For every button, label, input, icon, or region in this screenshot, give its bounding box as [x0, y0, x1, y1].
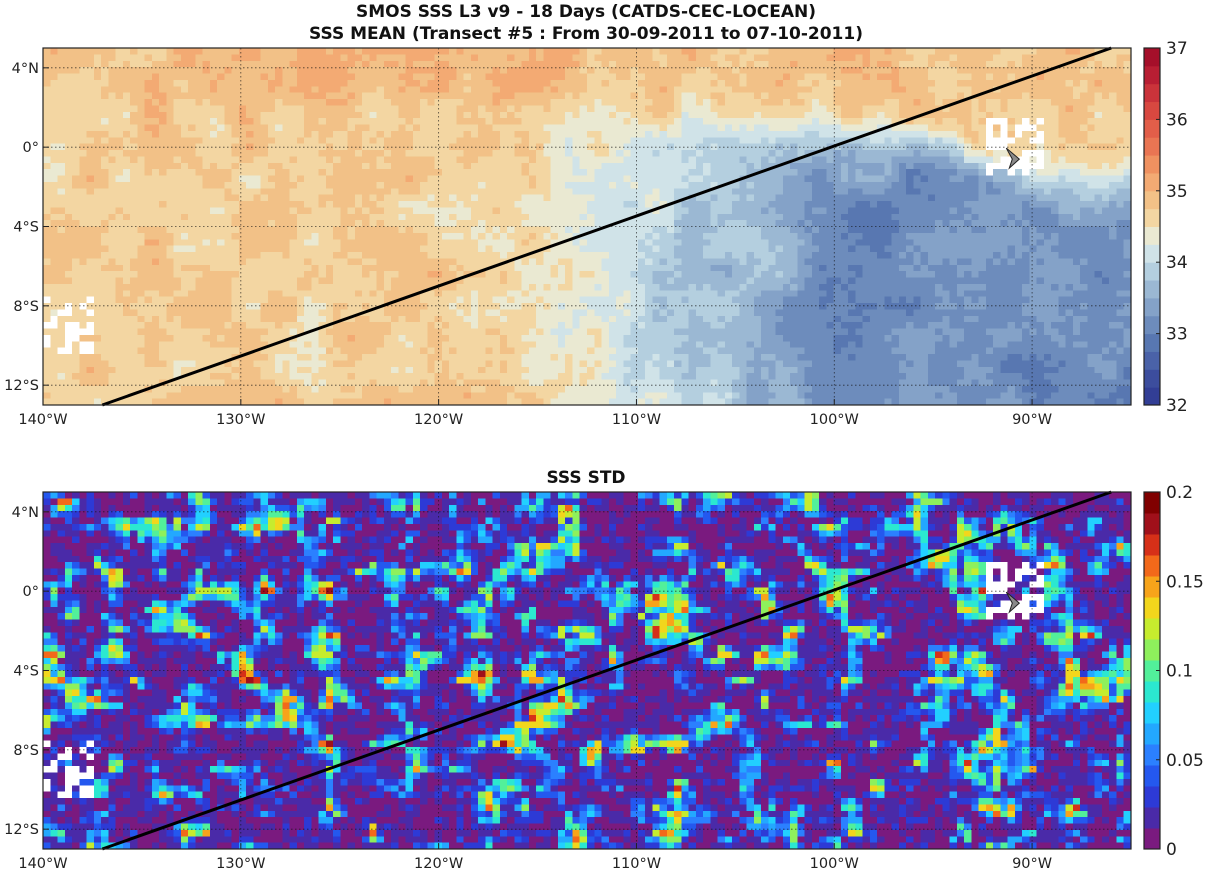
colorbar-swatch [1144, 555, 1160, 577]
x-tick-label: 120°W [414, 856, 463, 871]
transect-line [101, 46, 1112, 407]
top-chart-title: SSS MEAN (Transect #5 : From 30-09-2011 … [309, 24, 863, 44]
colorbar-swatch [1144, 155, 1160, 174]
colorbar-swatch [1144, 208, 1160, 227]
colorbar: 0 0.05 0.1 0.15 0.2 [1143, 483, 1204, 860]
land-marker [1005, 147, 1021, 170]
y-tick-label: 12°S [4, 378, 39, 394]
x-tick-label: 130°W [216, 412, 265, 428]
figure-title: SMOS SSS L3 v9 - 18 Days (CATDS-CEC-LOCE… [356, 2, 816, 22]
colorbar-tick-label: 32 [1166, 396, 1188, 416]
colorbar-swatch [1144, 119, 1160, 138]
x-tick-label: 90°W [1012, 412, 1052, 428]
land-marker [1005, 591, 1021, 614]
colorbar-swatch [1144, 765, 1160, 787]
y-tick-label: 8°S [13, 743, 39, 759]
colorbar-swatch [1144, 807, 1160, 829]
colorbar: 32 33 34 35 36 37 [1143, 39, 1188, 416]
colorbar-swatch [1144, 618, 1160, 640]
colorbar-swatch [1144, 660, 1160, 682]
colorbar-swatch [1144, 492, 1160, 514]
x-tick-label: 140°W [18, 412, 67, 428]
colorbar-tick-label: 34 [1166, 253, 1188, 273]
y-tick-label: 0° [23, 584, 39, 600]
colorbar-swatch [1144, 297, 1160, 317]
colorbar-swatch [1144, 387, 1160, 406]
y-tick-label: 4°N [12, 61, 39, 77]
colorbar-swatch [1144, 786, 1160, 808]
colorbar-swatch [1144, 369, 1160, 388]
x-tick-label: 110°W [612, 856, 661, 871]
colorbar-swatch [1144, 702, 1160, 724]
colorbar-swatch [1144, 723, 1160, 745]
colorbar-swatch [1144, 639, 1160, 661]
colorbar-swatch [1144, 315, 1160, 335]
colorbar-swatch [1144, 576, 1160, 598]
colorbar-swatch [1144, 172, 1160, 192]
colorbar-swatch [1144, 137, 1160, 156]
colorbar-frame [1143, 47, 1161, 406]
y-tick-label: 12°S [4, 822, 39, 838]
y-tick-label: 4°S [13, 220, 39, 236]
bottom-chart-title: SSS STD [546, 468, 625, 488]
colorbar-swatch [1144, 48, 1160, 67]
x-tick-label: 90°W [1012, 856, 1052, 871]
x-tick-label: 130°W [216, 856, 265, 871]
colorbar-swatch [1144, 828, 1160, 850]
colorbar-tick-label: 36 [1166, 110, 1188, 130]
colorbar-swatch [1144, 744, 1160, 766]
y-tick-label: 0° [23, 140, 39, 156]
colorbar-tick-label: 0 [1166, 840, 1177, 860]
colorbar-swatch [1144, 65, 1160, 85]
colorbar-swatch [1144, 513, 1160, 535]
x-tick-label: 140°W [18, 856, 67, 871]
colorbar-swatch [1144, 262, 1160, 281]
colorbar-swatch [1144, 280, 1160, 299]
colorbar-tick-label: 0.2 [1166, 483, 1193, 503]
colorbar-swatch [1144, 190, 1160, 210]
y-tick-label: 8°S [13, 299, 39, 315]
colorbar-swatch [1144, 226, 1160, 245]
x-tick-label: 100°W [810, 856, 859, 871]
colorbar-tick-label: 0.05 [1166, 751, 1204, 771]
sss-mean-panel: 140°W 130°W 120°W 110°W 100°W 90°W 4°N 0° 4°S 8°S… [4, 39, 1188, 428]
x-tick-label: 120°W [414, 412, 463, 428]
colorbar-swatch [1144, 351, 1160, 370]
colorbar-swatch [1144, 83, 1160, 103]
colorbar-swatch [1144, 101, 1160, 120]
x-tick-label: 110°W [612, 412, 661, 428]
x-tick-label: 100°W [810, 412, 859, 428]
colorbar-tick-label: 0.15 [1166, 572, 1204, 592]
colorbar-tick-label: 37 [1166, 39, 1188, 59]
y-tick-label: 4°N [12, 505, 39, 521]
colorbar-swatch [1144, 333, 1160, 352]
colorbar-swatch [1144, 597, 1160, 619]
transect-line [101, 490, 1112, 851]
colorbar-tick-label: 0.1 [1166, 662, 1193, 682]
colorbar-swatch [1144, 244, 1160, 263]
colorbar-swatch [1144, 681, 1160, 703]
colorbar-tick-label: 33 [1166, 325, 1188, 345]
y-tick-label: 4°S [13, 664, 39, 680]
colorbar-tick-label: 35 [1166, 182, 1188, 202]
colorbar-swatch [1144, 534, 1160, 556]
sss-std-panel: 140°W 130°W 120°W 110°W 100°W 90°W 4°N 0° 4°S 8°S… [4, 483, 1204, 871]
